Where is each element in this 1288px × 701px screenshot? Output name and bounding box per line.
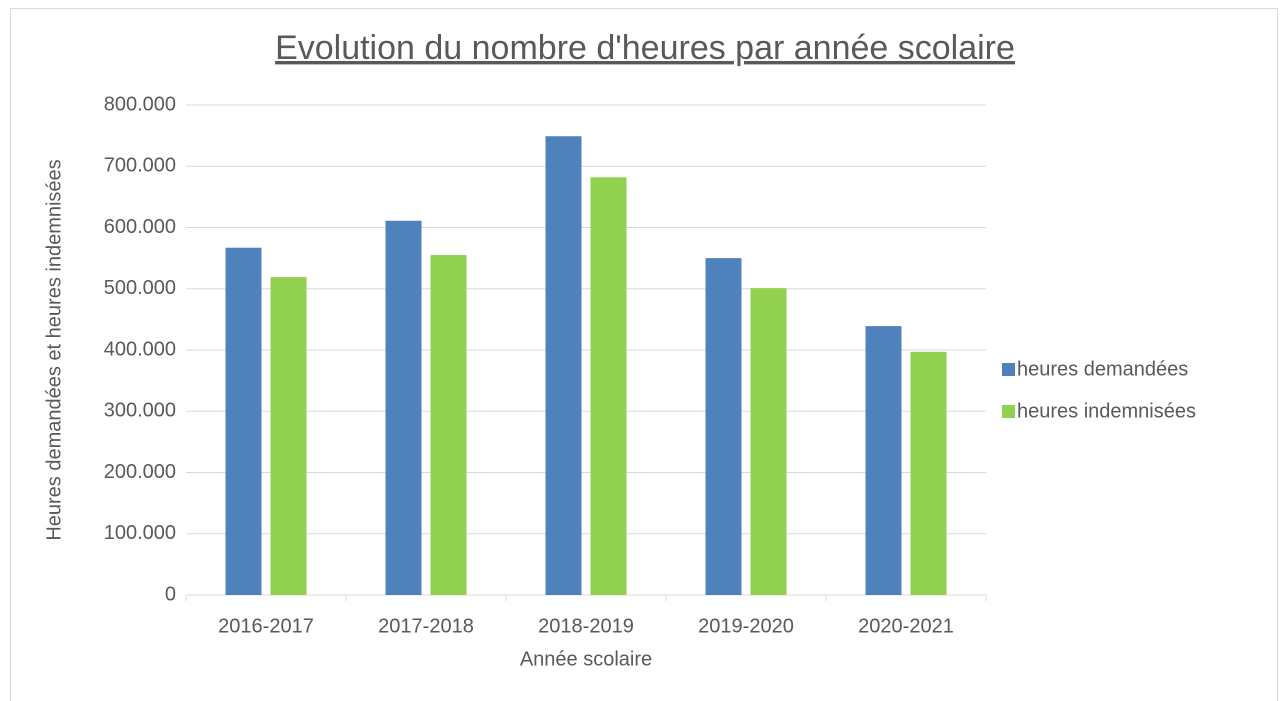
bar xyxy=(910,351,947,595)
y-tick-label: 800.000 xyxy=(104,93,176,115)
x-tick-label: 2018-2019 xyxy=(538,615,634,637)
x-tick-label: 2016-2017 xyxy=(218,615,314,637)
bar xyxy=(705,258,742,595)
legend-swatch xyxy=(1002,405,1015,418)
bar xyxy=(385,220,422,595)
y-tick-label: 400.000 xyxy=(104,338,176,360)
bar xyxy=(430,255,467,595)
bar xyxy=(865,326,902,595)
chart-border xyxy=(10,8,1278,701)
bar xyxy=(750,288,787,595)
chart-title: Evolution du nombre d'heures par année s… xyxy=(275,29,1015,67)
legend-swatch xyxy=(1002,363,1015,376)
y-tick-label: 700.000 xyxy=(104,155,176,177)
y-axis-label: Heures demandées et heures indemnisées xyxy=(43,159,65,540)
y-tick-label: 300.000 xyxy=(104,400,176,422)
y-tick-label: 200.000 xyxy=(104,461,176,483)
y-tick-label: 500.000 xyxy=(104,277,176,299)
legend-label: heures demandées xyxy=(1017,358,1188,380)
y-tick-label: 600.000 xyxy=(104,216,176,238)
y-tick-label: 0 xyxy=(165,583,176,605)
y-tick-label: 100.000 xyxy=(104,522,176,544)
x-axis-label: Année scolaire xyxy=(520,648,652,670)
bar xyxy=(545,136,582,596)
x-tick-label: 2020-2021 xyxy=(858,615,954,637)
x-tick-label: 2017-2018 xyxy=(378,615,474,637)
bar xyxy=(590,177,627,595)
bar xyxy=(270,277,307,595)
bar xyxy=(225,247,262,595)
legend-label: heures indemnisées xyxy=(1017,400,1196,422)
x-tick-label: 2019-2020 xyxy=(698,615,794,637)
